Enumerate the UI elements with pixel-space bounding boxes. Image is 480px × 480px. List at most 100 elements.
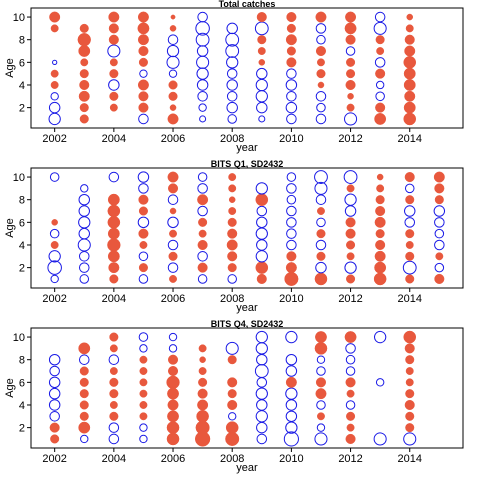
residual-bubble-positive [317, 58, 325, 67]
residual-bubble-positive [286, 46, 296, 56]
residual-bubble-positive [108, 34, 119, 45]
residual-bubble-negative [166, 55, 180, 69]
residual-bubble-negative [314, 181, 328, 195]
residual-bubble-negative [226, 101, 238, 114]
residual-bubble-negative [255, 342, 268, 355]
residual-bubble-positive [109, 332, 119, 342]
x-tick-label: 2010 [279, 293, 303, 305]
residual-bubble-positive [255, 193, 269, 206]
residual-bubble-positive [80, 58, 89, 67]
residual-bubble-positive [345, 433, 356, 444]
residual-bubble-positive [403, 112, 417, 126]
plot-frame [30, 167, 464, 289]
residual-bubble-positive [314, 272, 328, 286]
residual-bubble-negative [345, 343, 356, 354]
residual-bubble-positive [138, 228, 149, 239]
x-tick-label: 2010 [279, 453, 303, 465]
residual-bubble-positive [227, 399, 238, 411]
residual-bubble-negative [254, 364, 269, 378]
residual-bubble-positive [227, 377, 238, 388]
axis-ticks: 2002 2004 2006 2008 2010 2012 2014 2 4 6 8 10 [13, 172, 422, 305]
residual-bubble-positive [198, 377, 208, 387]
y-tick-label: 10 [13, 332, 25, 344]
residual-bubble-negative [314, 170, 328, 184]
residual-bubble-positive [79, 69, 89, 79]
x-tick-label: 2014 [397, 453, 421, 465]
residual-bubble-negative [345, 366, 356, 376]
y-tick-label: 2 [19, 103, 25, 115]
residual-bubble-positive [227, 389, 237, 399]
residual-bubble-negative [255, 182, 268, 195]
residual-bubble-positive [78, 342, 91, 355]
residual-bubble-positive [107, 193, 120, 206]
residual-bubble-negative [344, 261, 357, 274]
residual-bubble-positive [109, 377, 119, 387]
residual-bubble-positive [138, 263, 148, 273]
residual-bubble-negative [226, 68, 238, 79]
residual-bubble-positive [109, 344, 118, 353]
residual-bubble-positive [434, 273, 445, 284]
residual-bubble-positive [79, 23, 89, 33]
y-tick-label: 10 [13, 12, 25, 24]
residual-bubble-negative [256, 377, 268, 388]
residual-bubble-positive [405, 389, 415, 399]
residual-bubble-positive [346, 389, 355, 398]
residual-bubble-positive [286, 251, 297, 262]
residual-bubble-negative [255, 250, 268, 263]
panel-bits-q4: BITS Q4, SD2432 year Age 2002 2004 2006 200… [4, 319, 464, 474]
panel-bits-q1: BITS Q1, SD2432 year Age 2002 2004 2006 200… [4, 159, 464, 314]
residual-bubble-positive [168, 354, 179, 365]
residual-bubble-negative [404, 183, 415, 194]
y-tick-label: 4 [19, 240, 25, 252]
residual-bubble-negative [403, 432, 417, 446]
axis-ticks: 2002 2004 2006 2008 2010 2012 2014 2 4 6 8 10 [13, 332, 422, 465]
residual-bubble-negative [285, 353, 298, 366]
residual-bubble-negative [227, 274, 237, 284]
residual-bubble-negative [434, 262, 445, 273]
residual-bubble-negative [256, 216, 268, 229]
residual-bubble-positive [345, 11, 357, 23]
residual-bubble-positive [256, 273, 267, 284]
residual-bubble-positive [403, 79, 416, 91]
residual-bubble-negative [197, 251, 208, 262]
residual-bubble-positive [195, 420, 210, 435]
residual-bubble-negative [228, 412, 237, 421]
x-tick-label: 2012 [338, 453, 362, 465]
residual-bubble-negative [255, 387, 268, 400]
residual-bubble-negative [226, 56, 239, 69]
x-tick-label: 2014 [397, 293, 421, 305]
residual-bubble-negative [314, 432, 328, 446]
residual-bubble-negative [79, 274, 90, 284]
residual-bubble-positive [255, 261, 269, 274]
residual-bubble-positive [285, 34, 297, 46]
residual-bubble-positive [346, 103, 355, 112]
residual-bubble-positive [137, 79, 149, 91]
residual-bubble-positive [78, 45, 91, 57]
residual-bubble-positive [375, 205, 386, 217]
residual-bubble-negative [286, 113, 297, 125]
residual-bubble-negative [373, 21, 387, 35]
residual-bubble-negative [286, 217, 297, 228]
panel-title: BITS Q1, SD2432 [211, 159, 284, 169]
x-axis-label: year [236, 302, 258, 314]
residual-bubble-negative [78, 216, 91, 229]
residual-bubble-positive [168, 365, 179, 377]
residual-bubble-negative [197, 183, 208, 194]
residual-bubble-negative [227, 114, 237, 124]
y-axis-label: Age [4, 58, 16, 78]
residual-bubble-negative [256, 433, 268, 445]
residual-bubble-negative [49, 411, 60, 422]
residual-bubble-positive [344, 331, 357, 343]
residual-bubble-negative [344, 112, 358, 126]
residual-bubble-negative [255, 330, 268, 344]
residual-bubble-negative [286, 183, 297, 194]
residual-bubble-positive [434, 195, 444, 205]
residual-bubble-negative [285, 399, 298, 411]
residual-bubble-positive [373, 272, 387, 286]
residual-bubble-positive [109, 274, 119, 284]
residual-bubble-positive [286, 23, 296, 33]
x-tick-label: 2002 [42, 453, 66, 465]
residual-bubble-positive [404, 343, 415, 354]
residual-bubble-positive [107, 238, 121, 252]
residual-bubble-positive [109, 367, 118, 375]
